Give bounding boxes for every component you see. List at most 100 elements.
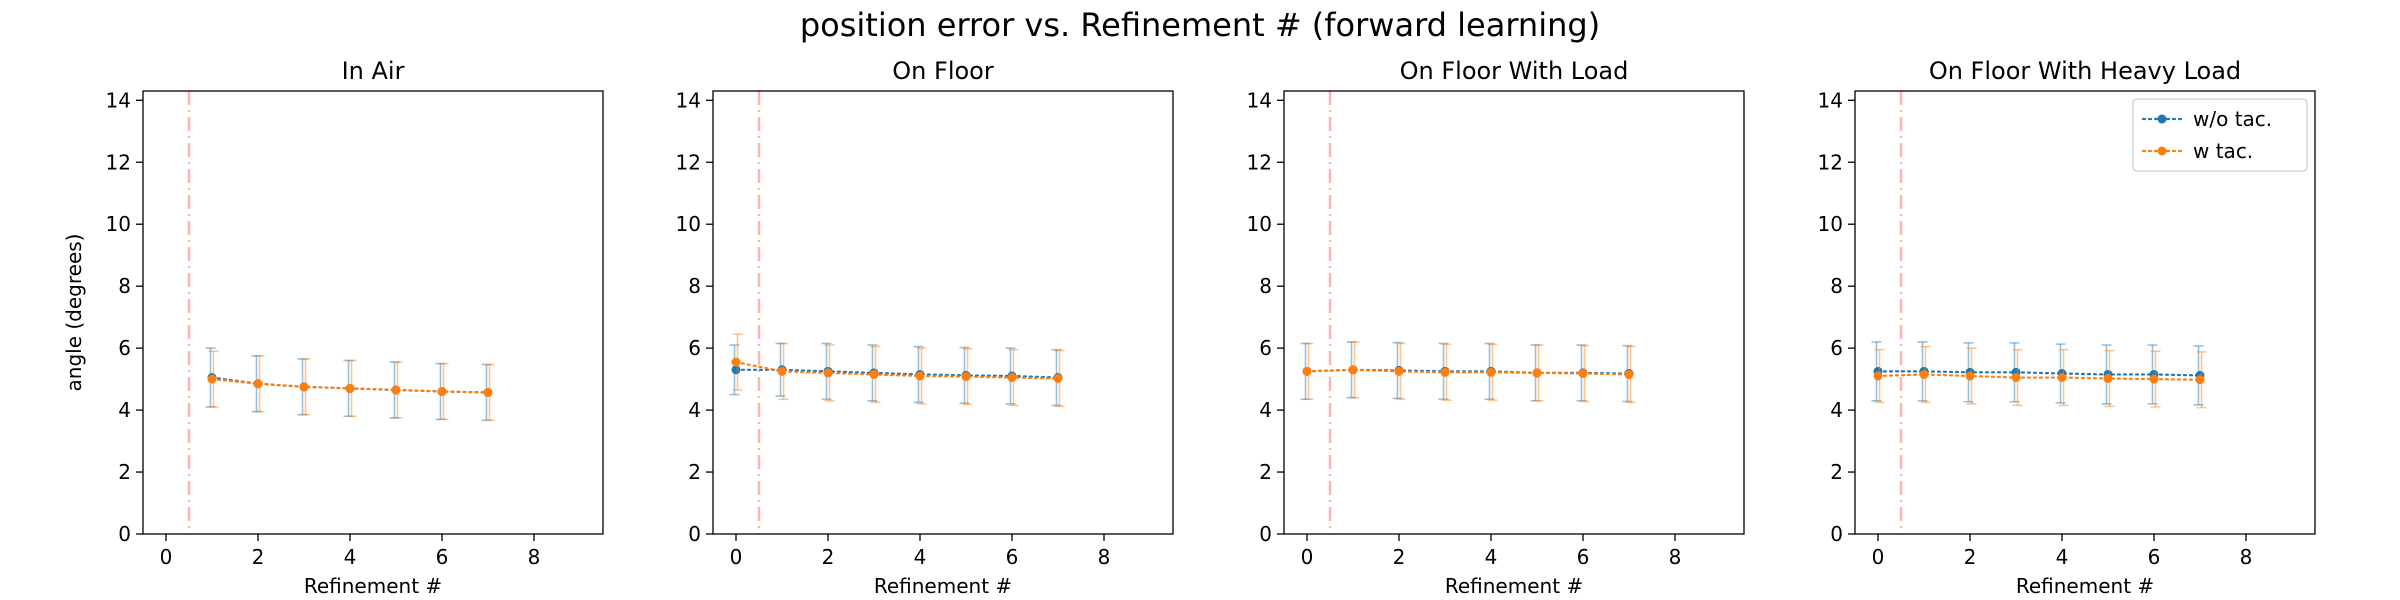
data-point: [2057, 373, 2067, 383]
y-tick-label: 0: [1830, 522, 1843, 546]
y-tick-label: 10: [106, 212, 131, 236]
y-tick-label: 2: [118, 460, 131, 484]
data-point: [731, 365, 741, 375]
axes-frame: [712, 90, 1174, 535]
y-tick-label: 12: [106, 150, 131, 174]
y-tick-label: 10: [1818, 212, 1843, 236]
legend-label: w/o tac.: [2193, 107, 2272, 131]
series-line: [734, 368, 1060, 379]
axes-frame: [1854, 90, 2316, 535]
series-line: [734, 360, 1060, 380]
subplot-grid: In Air 0 2 4 6 8 0 2 4 6 8 10 12 14 Refinement # angle …: [62, 57, 2316, 598]
y-tick-label: 2: [688, 460, 701, 484]
legend-marker: [2157, 114, 2167, 124]
x-tick-label: 6: [2148, 545, 2161, 569]
y-tick-label: 4: [688, 398, 701, 422]
data-point: [2103, 373, 2113, 383]
data-point: [253, 379, 263, 389]
y-tick-label: 12: [1818, 150, 1843, 174]
y-tick-label: 6: [688, 336, 701, 360]
y-axis-label: angle (degrees): [62, 234, 86, 392]
data-point: [1919, 369, 1929, 379]
x-tick-label: 6: [1577, 545, 1590, 569]
subplot-2: On Floor 0 2 4 6 8 0 2 4 6 8 10 12 14 Refinement #: [676, 57, 1174, 598]
y-tick-label: 0: [688, 522, 701, 546]
data-point: [207, 374, 217, 384]
data-point: [2011, 373, 2021, 383]
series-line: [1876, 370, 2202, 377]
x-tick-label: 2: [1393, 545, 1406, 569]
data-point: [2149, 374, 2159, 384]
x-axis-label: Refinement #: [1445, 574, 1583, 598]
data-point: [391, 385, 401, 395]
data-point: [869, 369, 879, 379]
y-tick-label: 8: [688, 274, 701, 298]
data-point: [1007, 373, 1017, 383]
data-point: [1053, 373, 1063, 383]
x-axis-label: Refinement #: [874, 574, 1012, 598]
x-tick-label: 0: [1301, 545, 1314, 569]
data-point: [1348, 365, 1358, 375]
x-tick-label: 2: [822, 545, 835, 569]
y-tick-label: 14: [106, 88, 131, 112]
series-line: [1305, 368, 1631, 376]
y-tick-label: 10: [1247, 212, 1272, 236]
data-point: [1965, 371, 1975, 381]
y-tick-label: 6: [118, 336, 131, 360]
data-point: [915, 371, 925, 381]
x-tick-label: 0: [730, 545, 743, 569]
legend-box: [2132, 98, 2308, 172]
y-tick-label: 4: [118, 398, 131, 422]
data-point: [1578, 369, 1588, 379]
x-tick-label: 0: [160, 545, 173, 569]
y-tick-label: 6: [1259, 336, 1272, 360]
x-tick-label: 8: [1669, 545, 1682, 569]
data-point: [1873, 371, 1883, 381]
legend-label: w tac.: [2193, 139, 2253, 163]
y-tick-label: 14: [1818, 88, 1843, 112]
x-tick-label: 4: [914, 545, 927, 569]
x-tick-label: 4: [344, 545, 357, 569]
y-tick-label: 2: [1830, 460, 1843, 484]
data-point: [1532, 368, 1542, 378]
series-with-tactile: [1873, 345, 2207, 409]
subplot-title: On Floor With Heavy Load: [1929, 57, 2241, 85]
data-point: [823, 368, 833, 378]
subplot-title: In Air: [342, 57, 405, 85]
subplot-3: On Floor With Load 0 2 4 6 8 0 2 4 6 8 10 12 14 Refine…: [1247, 57, 1745, 598]
subplot-title: On Floor With Load: [1400, 57, 1629, 85]
data-point: [1302, 366, 1312, 376]
data-point: [437, 386, 447, 396]
series-with-tactile: [207, 350, 495, 422]
x-axis-label: Refinement #: [2016, 574, 2154, 598]
x-tick-label: 6: [1006, 545, 1019, 569]
data-point: [483, 387, 493, 397]
series-with-tactile: [1302, 341, 1636, 404]
series-line: [1876, 373, 2202, 381]
data-point: [777, 366, 787, 376]
data-point: [1624, 369, 1634, 379]
y-tick-label: 14: [1247, 88, 1272, 112]
legend-marker: [2157, 146, 2167, 156]
x-tick-label: 8: [2240, 545, 2253, 569]
y-tick-label: 8: [1830, 274, 1843, 298]
x-tick-label: 0: [1872, 545, 1885, 569]
y-tick-label: 0: [1259, 522, 1272, 546]
data-point: [345, 383, 355, 393]
y-tick-label: 8: [118, 274, 131, 298]
axes-frame: [142, 90, 604, 535]
x-tick-label: 8: [1098, 545, 1111, 569]
data-point: [1486, 367, 1496, 377]
x-tick-label: 2: [1964, 545, 1977, 569]
legend: w/o tac. w tac.: [2132, 98, 2308, 172]
y-tick-label: 6: [1830, 336, 1843, 360]
x-tick-label: 4: [1485, 545, 1498, 569]
x-tick-label: 8: [528, 545, 541, 569]
subplot-title: On Floor: [892, 57, 994, 85]
y-tick-label: 2: [1259, 460, 1272, 484]
data-point: [299, 382, 309, 392]
series-with-tactile: [731, 333, 1065, 408]
data-point: [2195, 375, 2205, 385]
subplot-4: On Floor With Heavy Load 0 2 4 6 8 0 2 4 6 8 10 12 14…: [1818, 57, 2316, 598]
